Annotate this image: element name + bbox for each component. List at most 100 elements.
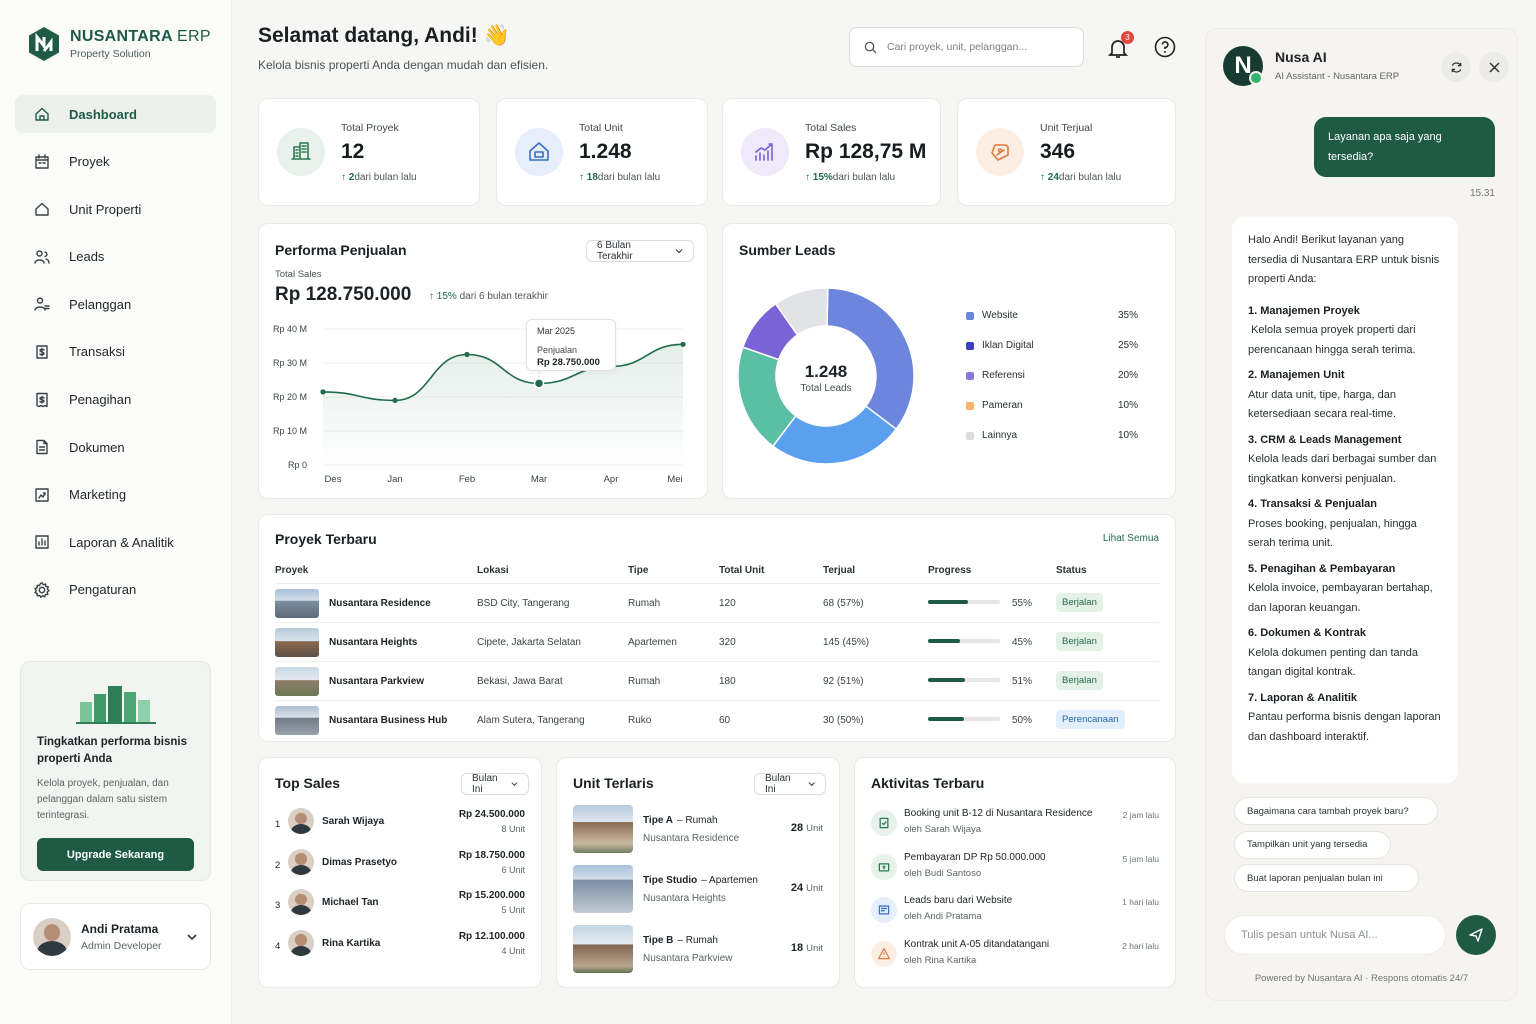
table-row[interactable]: Nusantara Heights Cipete, Jakarta Selatan…: [275, 622, 1159, 661]
unit-row[interactable]: Tipe A – Rumah Nusantara Residence 28 Unit: [573, 805, 823, 855]
sales-rank: 3: [275, 900, 281, 911]
sales-units: 5 Unit: [501, 905, 525, 915]
help-icon[interactable]: [1154, 36, 1176, 58]
page-subtitle: Kelola bisnis properti Anda dengan mudah…: [258, 58, 549, 72]
nav-item-label: Marketing: [69, 487, 127, 503]
sales-name: Michael Tan: [322, 897, 379, 908]
app-logo[interactable]: NUSANTARA ERP Property Solution: [28, 26, 211, 62]
upgrade-promo: Tingkatkan performa bisnis properti Anda…: [20, 661, 211, 881]
nav-item-pelanggan[interactable]: Pelanggan: [15, 285, 216, 323]
search-icon: [864, 41, 877, 54]
customer-icon: [34, 297, 50, 312]
project-sold: 68 (57%): [823, 598, 864, 609]
sales-person-row[interactable]: 3 Michael Tan Rp 15.200.000 5 Unit: [275, 887, 525, 923]
project-location: Bekasi, Jawa Barat: [477, 676, 563, 687]
sales-point[interactable]: [320, 389, 326, 395]
donut-slice-website[interactable]: [826, 287, 915, 431]
kpi-delta: ↑ 2dari bulan lalu: [341, 172, 417, 183]
tag-icon: [991, 144, 1009, 161]
sales-point[interactable]: [392, 397, 398, 403]
activity-icon-wrap: [871, 853, 897, 880]
donut-slice-lainnya[interactable]: [774, 287, 829, 337]
suggestion-chip[interactable]: Tampilkan unit yang tersedia: [1234, 830, 1391, 859]
kpi-card-total-units[interactable]: Total Unit 1.248 ↑ 18dari bulan lalu: [496, 98, 708, 206]
upgrade-button[interactable]: Upgrade Sekarang: [37, 838, 194, 871]
activity-icon-wrap: [871, 897, 897, 923]
project-type: Ruko: [628, 715, 652, 726]
arrow-up-icon: ↑: [805, 171, 813, 183]
send-button[interactable]: [1456, 915, 1496, 955]
nav-item-unit-properti[interactable]: Unit Properti: [15, 190, 216, 228]
nav-item-marketing[interactable]: Marketing: [15, 476, 216, 514]
column-header: Tipe: [628, 565, 649, 576]
suggestion-chip[interactable]: Buat laporan penjualan bulan ini: [1234, 864, 1419, 892]
nav-item-pengaturan[interactable]: Pengaturan: [15, 571, 216, 609]
table-row[interactable]: Nusantara Parkview Bekasi, Jawa Barat Ruma…: [275, 661, 1159, 700]
nav-item-transaksi[interactable]: Transaksi: [15, 333, 216, 371]
chat-input-box[interactable]: [1224, 915, 1446, 955]
search-box[interactable]: [849, 27, 1084, 67]
activity-time: 2 jam lalu: [1122, 810, 1159, 820]
arrow-up-icon: ↑: [1040, 171, 1048, 183]
activity-title: Aktivitas Terbaru: [871, 775, 985, 791]
unit-row[interactable]: Tipe B – Rumah Nusantara Parkview 18 Unit: [573, 925, 823, 975]
nav-item-penagihan[interactable]: Penagihan: [15, 381, 216, 419]
user-profile[interactable]: Andi Pratama Admin Developer: [20, 903, 211, 970]
bell-icon[interactable]: [1106, 36, 1130, 60]
nav-item-laporan-analitik[interactable]: Laporan & Analitik: [15, 523, 216, 561]
legend-label: Lainnya: [982, 430, 1018, 441]
unit-project: Nusantara Parkview: [643, 953, 733, 964]
kpi-card-total-sales[interactable]: Total Sales Rp 128,75 M ↑ 15%dari bulan la…: [722, 98, 941, 206]
kpi-text: Total Unit 1.248 ↑ 18dari bulan lalu: [579, 122, 660, 183]
activity-icon-wrap: [871, 940, 897, 967]
column-header: Status: [1056, 565, 1087, 576]
sales-amount: Rp 15.200.000: [458, 890, 525, 901]
sales-point[interactable]: [464, 351, 470, 358]
progress-bar: [928, 717, 1000, 721]
activity-item[interactable]: Pembayaran DP Rp 50.000.000 oleh Budi San…: [871, 852, 1159, 890]
activity-item[interactable]: Booking unit B-12 di Nusantara Residence…: [871, 808, 1159, 846]
kpi-card-total-projects[interactable]: Total Proyek 12 ↑ 2dari bulan lalu: [258, 98, 480, 206]
sales-person-row[interactable]: 4 Rina Kartika Rp 12.100.000 4 Unit: [275, 928, 525, 964]
top-units-range-select[interactable]: Bulan Ini: [754, 773, 826, 795]
sales-person-row[interactable]: 2 Dimas Prasetyo Rp 18.750.000 6 Unit: [275, 847, 525, 883]
kpi-card-units-sold[interactable]: Unit Terjual 346 ↑ 24dari bulan lalu: [957, 98, 1176, 206]
top-sales-range-select[interactable]: Bulan Ini: [461, 773, 529, 795]
chart-growth-icon: [755, 143, 773, 161]
suggestion-chip[interactable]: Bagaimana cara tambah proyek baru?: [1234, 797, 1438, 825]
nav-item-label: Dashboard: [69, 106, 137, 122]
sales-person-row[interactable]: 1 Sarah Wijaya Rp 24.500.000 8 Unit: [275, 806, 525, 842]
x-tick-label: Des: [325, 474, 342, 485]
sales-point[interactable]: [680, 341, 686, 347]
unit-sold-count: 24 Unit: [791, 882, 823, 894]
search-input[interactable]: [887, 41, 1067, 53]
unit-sold-count: 18 Unit: [791, 942, 823, 954]
unit-type: Tipe Studio: [643, 875, 698, 886]
nav-item-label: Penagihan: [69, 392, 132, 408]
project-type: Rumah: [628, 598, 661, 609]
message-time: 15.31: [1469, 188, 1495, 199]
nav-item-leads[interactable]: Leads: [15, 238, 216, 276]
chat-input[interactable]: [1241, 929, 1429, 941]
activity-item[interactable]: Kontrak unit A-05 ditandatangani oleh Rin…: [871, 939, 1159, 977]
avatar: [288, 889, 314, 915]
y-tick-label: Rp 40 M: [273, 324, 307, 334]
ai-service-item: 3. CRM & Leads Management Kelola leads da…: [1248, 431, 1442, 490]
promo-text: Kelola proyek, penjualan, dan pelanggan …: [37, 778, 169, 821]
view-all-link[interactable]: Lihat Semua: [1102, 533, 1159, 544]
close-chat-button[interactable]: [1479, 52, 1509, 82]
table-row[interactable]: Nusantara Residence BSD City, Tangerang Ru…: [275, 583, 1159, 622]
refresh-button[interactable]: [1441, 52, 1471, 82]
sales-range-select[interactable]: 6 Bulan Terakhir: [586, 240, 694, 262]
activity-item[interactable]: Leads baru dari Website oleh Andi Pratama…: [871, 895, 1159, 933]
sales-name: Rina Kartika: [322, 937, 381, 949]
nav-item-proyek[interactable]: Proyek: [15, 143, 216, 181]
x-tick-label: Jan: [387, 474, 402, 485]
unit-kind: – Rumah: [677, 815, 718, 826]
nav-item-dashboard[interactable]: Dashboard: [15, 95, 216, 133]
chevron-down-icon[interactable]: [186, 931, 198, 943]
nav-item-dokumen[interactable]: Dokumen: [15, 428, 216, 466]
sales-point[interactable]: [533, 378, 545, 389]
table-row[interactable]: Nusantara Business Hub Alam Sutera, Tange…: [275, 700, 1159, 739]
unit-row[interactable]: Tipe Studio – Apartemen Nusantara Heights 2…: [573, 865, 823, 915]
